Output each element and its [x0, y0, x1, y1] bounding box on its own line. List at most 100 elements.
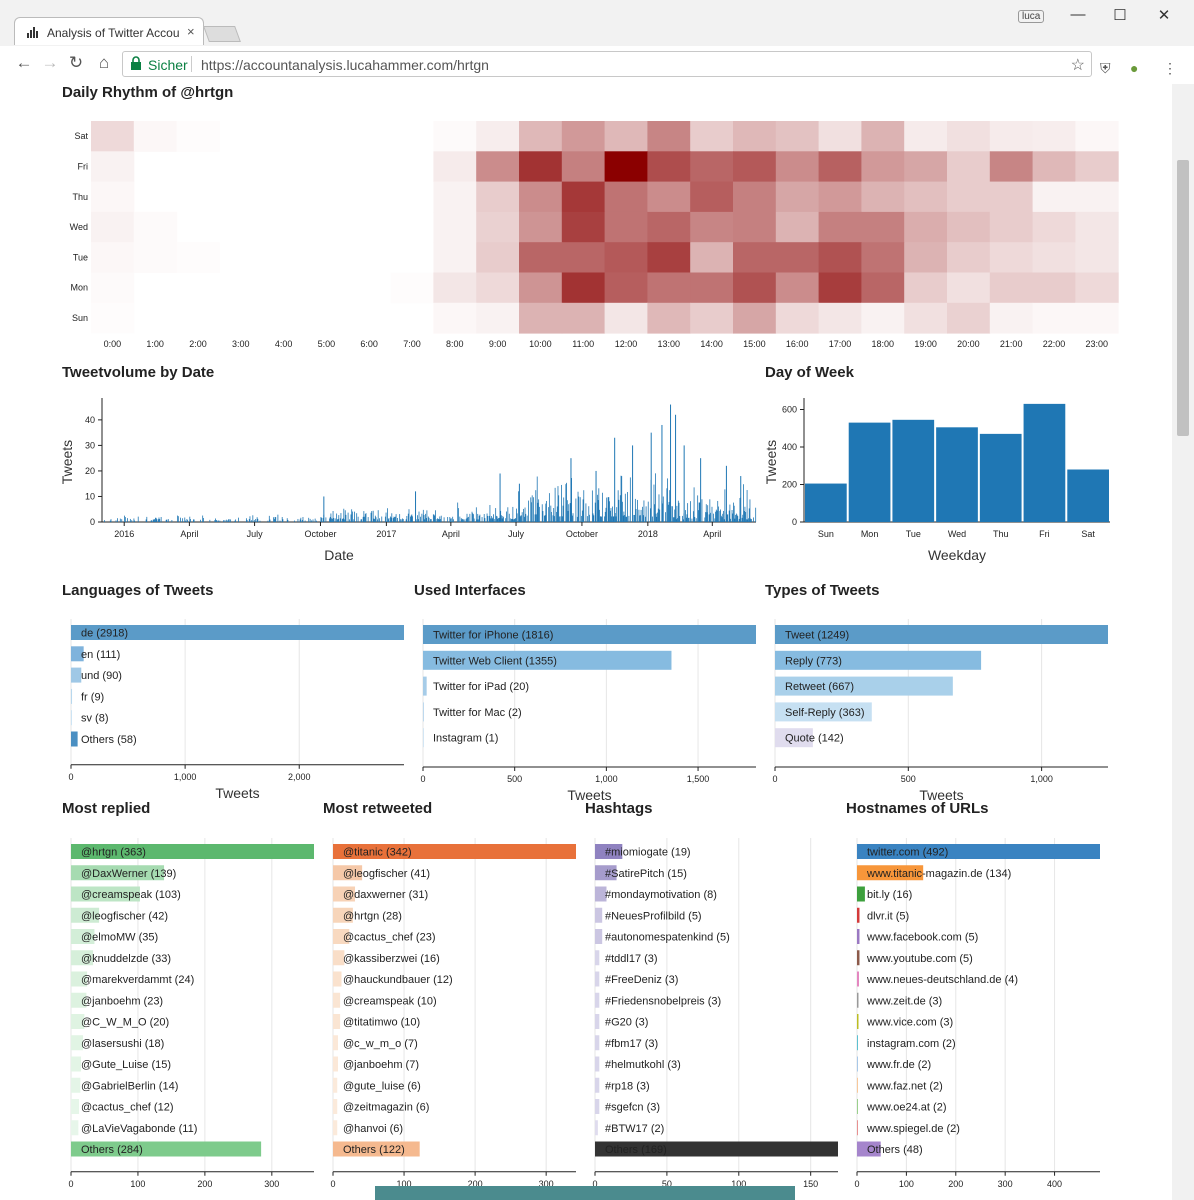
heatmap-cell — [904, 121, 948, 152]
volume-bar — [192, 519, 194, 522]
hashtags-bar — [595, 1035, 600, 1051]
volume-bar — [160, 517, 162, 522]
hashtags-bar-label: #rp18 (3) — [605, 1080, 650, 1092]
volume-bar — [277, 514, 279, 522]
volume-bar — [465, 518, 467, 522]
address-bar[interactable]: Sicher https://accountanalysis.lucahamme… — [122, 51, 1092, 77]
volume-bar — [314, 518, 316, 522]
hostnames-bar — [857, 950, 860, 966]
volume-bar — [732, 513, 734, 522]
browser-tab[interactable]: Analysis of Twitter Accou × — [14, 17, 204, 45]
volume-bar — [353, 519, 355, 522]
volume-bar — [500, 515, 502, 522]
volume-bar — [682, 515, 684, 522]
interfaces-title: Used Interfaces — [414, 582, 526, 599]
volume-bar — [753, 517, 754, 522]
volume-bar — [715, 511, 716, 522]
volume-bar — [408, 509, 410, 522]
profile-label[interactable]: luca — [1018, 10, 1045, 23]
daily-rhythm-title: Daily Rhythm of @hrtgn — [62, 84, 234, 101]
volume-bar — [695, 518, 697, 522]
volume-bar — [496, 516, 498, 522]
volume-bar — [124, 515, 126, 522]
forward-icon[interactable]: → — [41, 53, 59, 72]
reload-icon[interactable]: ↻ — [68, 53, 84, 72]
interfaces-bar-label: Twitter Web Client (1355) — [433, 655, 557, 667]
languages-bar-label: und (90) — [81, 670, 122, 682]
volume-bar — [411, 514, 413, 522]
hostnames-bar-label: twitter.com (492) — [867, 847, 948, 859]
volume-bar — [675, 414, 677, 522]
new-tab-button[interactable] — [203, 26, 241, 42]
volume-bar — [468, 516, 469, 522]
volume-bar — [622, 515, 624, 522]
volume-bar — [190, 519, 191, 522]
volume-bar — [605, 507, 607, 522]
retweeted-bar-label: @creamspeak (10) — [343, 995, 437, 1007]
volume-bar — [675, 519, 677, 522]
ublock-icon[interactable]: ⛨ — [1100, 60, 1111, 76]
page-scrollbar[interactable] — [1172, 84, 1194, 1200]
heatmap-cell — [476, 272, 520, 304]
volume-bar — [576, 516, 578, 522]
volume-bar — [297, 518, 299, 522]
volume-bar — [301, 520, 303, 522]
url-text[interactable]: https://accountanalysis.lucahammer.com/h… — [201, 57, 489, 73]
volume-bar — [565, 484, 567, 522]
volume-bar — [528, 500, 530, 522]
heatmap-cell — [861, 211, 905, 243]
volume-bar — [357, 516, 359, 522]
volume-bar — [737, 516, 739, 522]
volume-x-tick-label: October — [566, 529, 598, 539]
interfaces-bar — [423, 676, 427, 696]
volume-bar — [512, 506, 514, 522]
back-icon[interactable]: ← — [15, 53, 33, 72]
volume-bar — [214, 520, 216, 522]
volume-bar — [544, 515, 546, 522]
volume-bar — [417, 515, 418, 522]
volume-bar — [146, 516, 148, 522]
plant-icon[interactable]: ● — [1130, 60, 1139, 76]
volume-bar — [511, 518, 513, 522]
volume-bar — [645, 506, 647, 522]
heatmap-cell — [861, 181, 905, 213]
volume-bar — [336, 513, 338, 522]
home-icon[interactable]: ⌂ — [98, 53, 110, 72]
volume-bar — [364, 516, 365, 522]
heatmap-column-label: 19:00 — [914, 339, 937, 349]
hashtags-bar — [595, 886, 607, 902]
heatmap-cell — [91, 302, 135, 334]
volume-bar — [180, 517, 181, 522]
volume-bar — [554, 487, 556, 522]
volume-bar — [427, 516, 429, 522]
volume-bar — [653, 484, 655, 522]
volume-bar — [227, 520, 229, 522]
star-icon[interactable]: ☆ — [1070, 57, 1085, 74]
volume-bar — [219, 520, 221, 522]
volume-bar — [273, 517, 275, 522]
volume-bar — [410, 516, 411, 522]
volume-bar — [129, 518, 131, 522]
weekday-y-tick-label: 400 — [782, 442, 797, 452]
scrollbar-thumb[interactable] — [1177, 160, 1189, 436]
heatmap-column-label: 23:00 — [1086, 339, 1109, 349]
volume-bar — [228, 519, 229, 522]
volume-bar — [613, 516, 615, 522]
heatmap-cell — [133, 121, 178, 152]
volume-bar — [381, 516, 383, 522]
minimize-button[interactable]: — — [1070, 6, 1086, 23]
volume-bar — [490, 518, 492, 522]
maximize-button[interactable]: ☐ — [1113, 7, 1127, 24]
tab-close-icon[interactable]: × — [187, 24, 195, 39]
menu-icon[interactable]: ⋮ — [1163, 60, 1177, 76]
hostnames-bar-label: www.vice.com (3) — [866, 1017, 953, 1029]
close-window-button[interactable]: ✕ — [1157, 7, 1171, 24]
weekday-x-tick-label: Sun — [818, 529, 834, 539]
retweeted-bar — [333, 1014, 341, 1029]
volume-bar — [746, 490, 748, 522]
replied-x-tick-label: 300 — [264, 1179, 279, 1189]
volume-bar — [596, 494, 598, 522]
volume-bar — [184, 517, 186, 522]
volume-bar — [589, 514, 590, 522]
replied-bar — [71, 950, 94, 966]
